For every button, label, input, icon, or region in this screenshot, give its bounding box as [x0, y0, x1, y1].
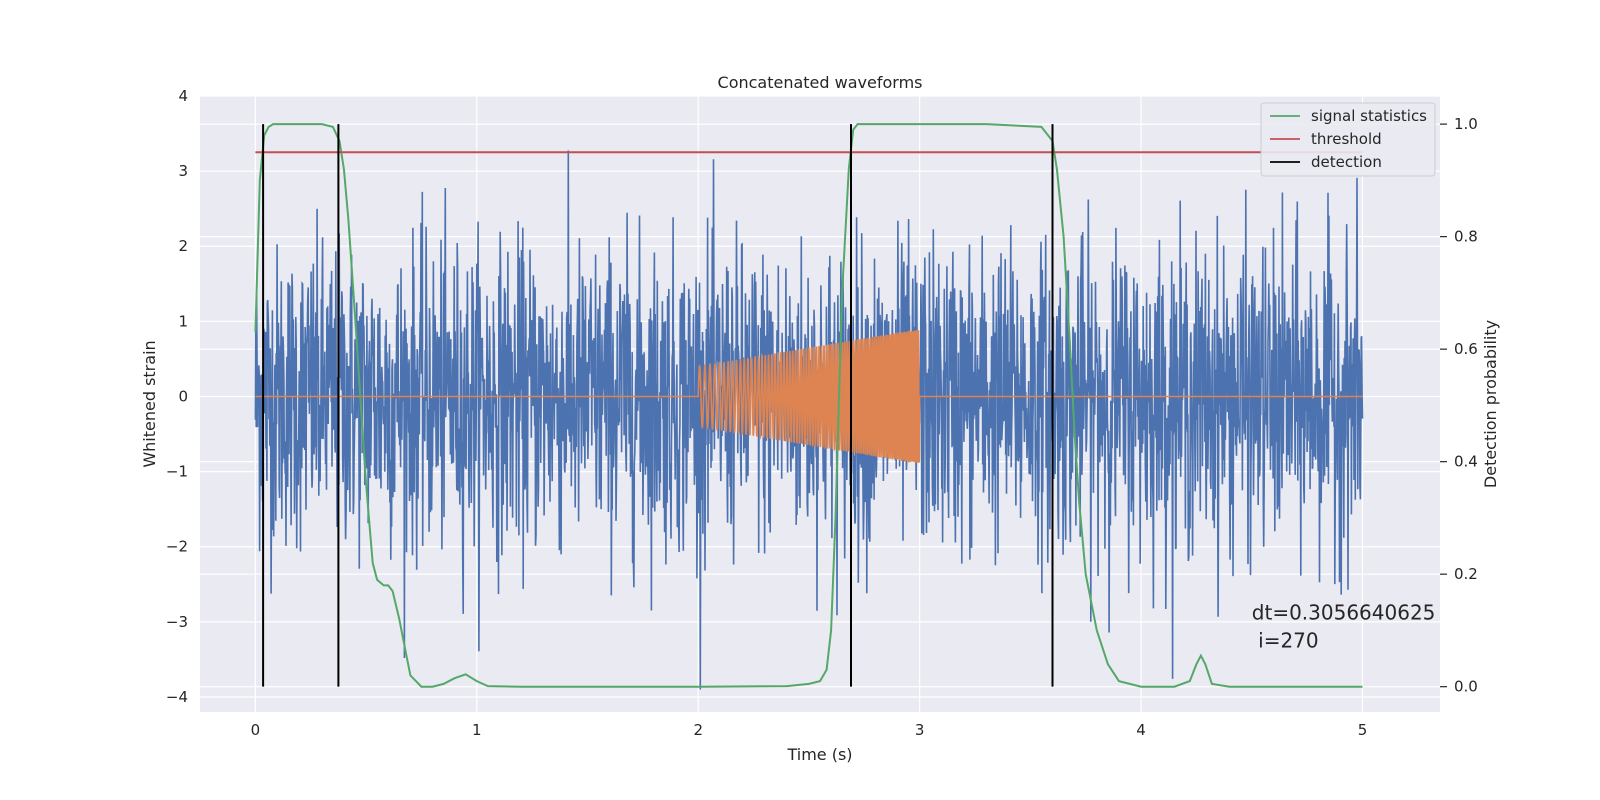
legend-label-detection: detection: [1311, 153, 1382, 171]
chirp-series-line: [255, 330, 1363, 463]
annotation-i: i=270: [1252, 628, 1319, 652]
y-tick-label: 4: [178, 87, 188, 105]
series-layer: [254, 123, 1364, 690]
y2-tick-label: 0.6: [1454, 340, 1478, 358]
x-tick-label: 0: [251, 721, 261, 739]
y2-tick-label: 0.0: [1454, 678, 1478, 696]
x-tick-label: 3: [915, 721, 925, 739]
y2-tick-label: 1.0: [1454, 115, 1478, 133]
legend-box: [1260, 102, 1436, 177]
y-tick-label: 0: [178, 387, 188, 405]
x-tick-label: 4: [1136, 721, 1146, 739]
y-tick-label: 2: [178, 237, 188, 255]
y2-tick-label: 0.2: [1454, 565, 1478, 583]
y-tick-label: 1: [178, 312, 188, 330]
legend: signal statistics threshold detection: [1260, 102, 1436, 177]
y-tick-label: −2: [166, 538, 188, 556]
x-tick-label: 1: [472, 721, 482, 739]
legend-label-threshold: threshold: [1311, 130, 1382, 148]
annotation-dt: dt=0.3056640625: [1252, 600, 1436, 624]
y2-axis-label: Detection probability: [1481, 320, 1500, 488]
y2-tick-label: 0.4: [1454, 453, 1478, 471]
y2-tick-label: 0.8: [1454, 228, 1478, 246]
y-tick-label: −1: [166, 463, 188, 481]
signal-statistics-line: [254, 123, 1363, 688]
y-tick-label: −4: [166, 688, 188, 706]
x-tick-label: 5: [1358, 721, 1368, 739]
ticks: 0 1 2 3 4 5 4 3 2 1 0 −1 −2 −3 −4 1.0 0.8 0.6 0.4 0.2 0.0: [166, 87, 1478, 739]
legend-label-signal-statistics: signal statistics: [1311, 107, 1427, 125]
x-axis-label: Time (s): [786, 745, 852, 764]
y-tick-label: 3: [178, 162, 188, 180]
y-tick-label: −3: [166, 613, 188, 631]
chart-title: Concatenated waveforms: [718, 73, 923, 92]
x-tick-label: 2: [693, 721, 703, 739]
y-axis-label: Whitened strain: [140, 340, 159, 467]
